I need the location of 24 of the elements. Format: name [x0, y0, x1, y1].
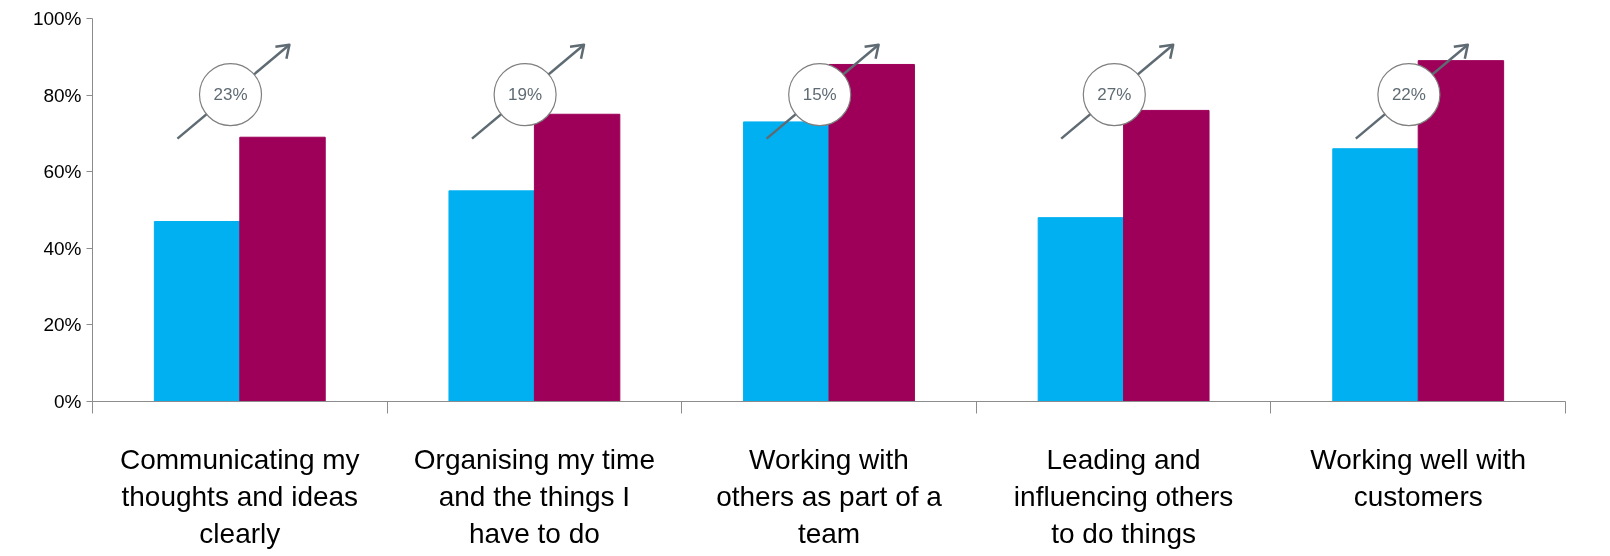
bar	[1037, 217, 1125, 402]
bar	[153, 220, 241, 402]
annotation: 15%	[802, 85, 837, 105]
bar	[1123, 109, 1210, 402]
bar	[743, 121, 830, 402]
bar	[1332, 148, 1419, 402]
x-tick-label: Working with others as part of a team	[716, 443, 943, 549]
x-tick-label: Organising my time and the things I have to do	[413, 443, 655, 549]
annotation: 22%	[1391, 85, 1426, 105]
bar	[448, 190, 535, 402]
bar	[239, 136, 326, 402]
y-tick-label: 20%	[43, 314, 82, 336]
y-tick-label: 100%	[32, 8, 82, 29]
bar	[533, 113, 621, 402]
annotation: 19%	[508, 85, 543, 105]
annotation: 23%	[213, 85, 248, 105]
y-tick-label: 40%	[43, 237, 82, 259]
y-tick-label: 0%	[54, 391, 82, 412]
y-tick-label: 60%	[43, 161, 82, 183]
x-tick-label: Working well with customers	[1310, 443, 1527, 512]
annotation: 27%	[1097, 85, 1132, 105]
y-tick-label: 80%	[43, 84, 82, 106]
x-tick-label: Communicating my thoughts and ideas clearly	[119, 443, 360, 549]
x-tick-label: Leading and influencing others to do things	[1013, 443, 1234, 549]
